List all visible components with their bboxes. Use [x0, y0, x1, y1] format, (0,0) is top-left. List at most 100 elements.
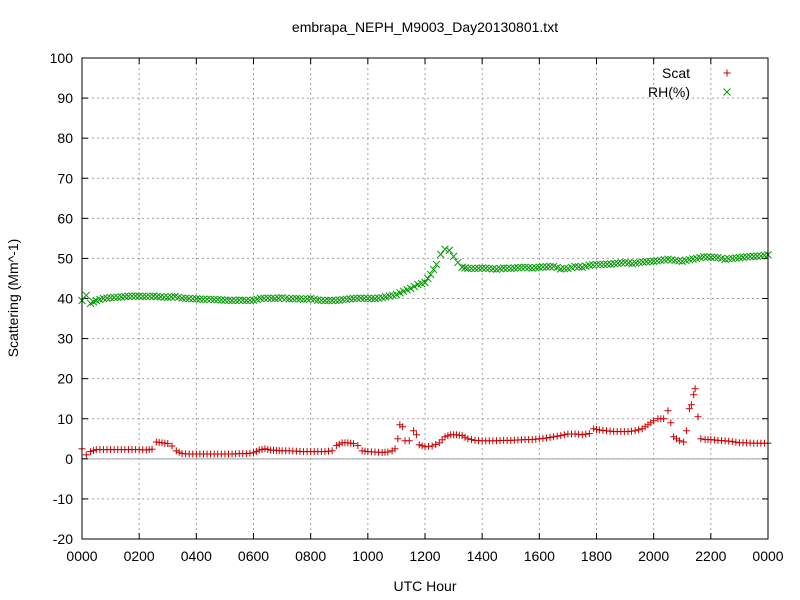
data-point — [178, 294, 186, 302]
data-point — [481, 264, 490, 273]
data-point — [732, 438, 740, 446]
data-point — [181, 294, 190, 303]
data-point — [680, 438, 688, 446]
data-point — [560, 264, 569, 273]
data-point — [328, 447, 336, 455]
legend-marker — [723, 88, 731, 96]
data-point — [438, 436, 446, 444]
data-point — [542, 434, 550, 442]
data-point — [394, 435, 402, 443]
tick-layer: -20 -10 0 10 20 30 40 50 60 70 80 90 100 0000 0200 0400… — [50, 50, 784, 564]
data-point — [267, 294, 276, 303]
data-point — [360, 294, 369, 303]
data-point — [685, 405, 693, 413]
data-point — [660, 415, 668, 423]
data-point — [399, 423, 407, 431]
data-point — [391, 445, 399, 453]
data-point — [384, 448, 392, 456]
data-point — [606, 260, 615, 268]
data-point — [196, 295, 204, 303]
x-tick-label: 1600 — [524, 548, 555, 564]
data-point — [441, 245, 449, 254]
data-point — [546, 433, 554, 441]
data-point — [206, 295, 215, 304]
data-point — [639, 258, 647, 266]
data-point — [435, 439, 443, 447]
legend-label: RH(%) — [648, 84, 690, 100]
data-point — [264, 445, 272, 453]
data-point — [426, 270, 435, 279]
data-point — [256, 294, 265, 303]
data-point — [148, 445, 156, 453]
x-tick-label: 1400 — [467, 548, 498, 564]
data-point — [592, 260, 601, 269]
data-point — [324, 296, 333, 305]
data-point — [528, 264, 537, 272]
data-point — [506, 264, 515, 273]
data-point — [429, 265, 438, 274]
data-point — [328, 296, 336, 305]
data-point — [418, 442, 426, 450]
data-point — [199, 295, 208, 304]
y-axis-label: Scattering (Mm^-1) — [5, 239, 21, 358]
data-point — [464, 264, 472, 273]
data-point — [228, 296, 236, 305]
data-point — [303, 295, 311, 303]
data-point — [363, 294, 372, 303]
x-tick-label: 0600 — [238, 548, 269, 564]
x-tick-label: 0200 — [124, 548, 155, 564]
y-tick-label: 40 — [57, 291, 73, 307]
data-point — [546, 262, 554, 271]
data-point — [167, 293, 176, 301]
x-axis-label: UTC Hour — [393, 578, 456, 594]
data-point — [350, 440, 358, 448]
data-point — [535, 263, 544, 272]
data-point — [353, 294, 361, 303]
data-point — [163, 293, 172, 302]
data-point — [103, 294, 111, 302]
data-point — [250, 449, 257, 457]
data-point — [285, 295, 294, 303]
data-point — [542, 262, 551, 271]
data-point — [172, 447, 180, 455]
x-tick-label: 2000 — [638, 548, 669, 564]
data-point — [589, 260, 597, 269]
data-point — [106, 293, 115, 302]
data-point — [694, 413, 702, 421]
data-point — [221, 296, 229, 304]
y-tick-label: 70 — [57, 170, 73, 186]
data-point — [553, 432, 561, 440]
data-point — [449, 252, 458, 261]
data-point — [557, 432, 565, 440]
y-tick-label: 100 — [50, 50, 74, 66]
data-point — [531, 263, 540, 272]
data-point — [631, 427, 639, 435]
x-tick-label: 1800 — [581, 548, 612, 564]
data-point — [331, 296, 340, 305]
data-point — [675, 437, 683, 445]
data-point — [471, 264, 479, 273]
data-point — [263, 294, 272, 302]
data-point — [255, 446, 263, 454]
data-point — [89, 447, 97, 455]
data-point — [710, 253, 719, 262]
data-point — [128, 292, 136, 300]
data-point — [117, 293, 126, 301]
data-point — [82, 291, 91, 300]
data-point — [574, 262, 583, 271]
data-point — [224, 296, 233, 305]
data-point — [274, 294, 283, 302]
legend: Scat RH(%) — [648, 65, 731, 100]
data-point — [667, 419, 675, 427]
data-point — [288, 294, 297, 303]
data-point — [87, 448, 95, 456]
data-point — [590, 425, 598, 433]
data-point — [203, 295, 211, 304]
data-point — [467, 436, 475, 444]
data-point — [124, 292, 133, 301]
data-point — [617, 258, 626, 267]
data-point — [444, 432, 452, 440]
data-point — [650, 417, 658, 425]
data-point — [192, 295, 201, 303]
data-point — [432, 260, 441, 269]
